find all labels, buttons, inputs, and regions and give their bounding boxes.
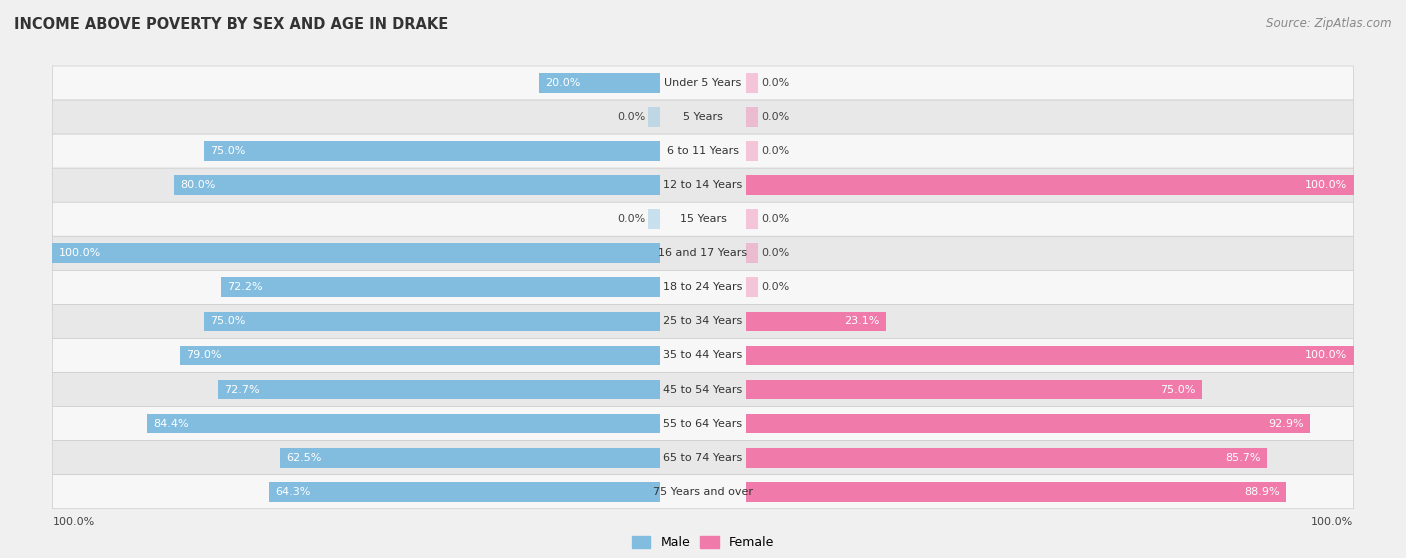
Bar [745, 345, 1354, 365]
Bar [745, 209, 758, 229]
Text: 72.2%: 72.2% [228, 282, 263, 292]
Text: INCOME ABOVE POVERTY BY SEX AND AGE IN DRAKE: INCOME ABOVE POVERTY BY SEX AND AGE IN D… [14, 17, 449, 32]
Text: 15 Years: 15 Years [679, 214, 727, 224]
FancyBboxPatch shape [52, 202, 1354, 236]
Text: 18 to 24 Years: 18 to 24 Years [664, 282, 742, 292]
Text: 0.0%: 0.0% [617, 112, 645, 122]
Bar [204, 311, 661, 331]
Bar [648, 107, 661, 127]
Text: 6 to 11 Years: 6 to 11 Years [666, 146, 740, 156]
Bar [222, 277, 661, 297]
Text: 12 to 14 Years: 12 to 14 Years [664, 180, 742, 190]
FancyBboxPatch shape [52, 236, 1354, 270]
Bar [745, 73, 758, 93]
Text: 62.5%: 62.5% [287, 453, 322, 463]
Bar [745, 141, 758, 161]
Text: 35 to 44 Years: 35 to 44 Years [664, 350, 742, 360]
FancyBboxPatch shape [52, 475, 1354, 509]
Bar [148, 413, 661, 434]
Text: 75.0%: 75.0% [211, 146, 246, 156]
Text: 75.0%: 75.0% [211, 316, 246, 326]
Bar [745, 277, 758, 297]
Bar [52, 243, 661, 263]
Bar [218, 379, 661, 400]
Text: 16 and 17 Years: 16 and 17 Years [658, 248, 748, 258]
Text: 100.0%: 100.0% [52, 517, 94, 527]
Text: 5 Years: 5 Years [683, 112, 723, 122]
FancyBboxPatch shape [52, 373, 1354, 407]
Text: 0.0%: 0.0% [761, 214, 789, 224]
Bar [745, 379, 1202, 400]
FancyBboxPatch shape [52, 134, 1354, 168]
Text: 45 to 54 Years: 45 to 54 Years [664, 384, 742, 395]
Text: 55 to 64 Years: 55 to 64 Years [664, 418, 742, 429]
FancyBboxPatch shape [52, 168, 1354, 202]
Bar [174, 175, 661, 195]
Text: Source: ZipAtlas.com: Source: ZipAtlas.com [1267, 17, 1392, 30]
Bar [648, 209, 661, 229]
Bar [745, 243, 758, 263]
FancyBboxPatch shape [52, 66, 1354, 100]
Text: 79.0%: 79.0% [186, 350, 222, 360]
Text: 100.0%: 100.0% [59, 248, 101, 258]
Text: 85.7%: 85.7% [1225, 453, 1261, 463]
FancyBboxPatch shape [52, 339, 1354, 373]
Bar [745, 311, 886, 331]
Bar [204, 141, 661, 161]
Text: Under 5 Years: Under 5 Years [665, 78, 741, 88]
Text: 20.0%: 20.0% [546, 78, 581, 88]
Bar [745, 448, 1267, 468]
Bar [745, 107, 758, 127]
Bar [745, 175, 1354, 195]
Text: 65 to 74 Years: 65 to 74 Years [664, 453, 742, 463]
Bar [745, 482, 1286, 502]
Text: 0.0%: 0.0% [761, 248, 789, 258]
Text: 100.0%: 100.0% [1305, 350, 1347, 360]
Bar [270, 482, 661, 502]
Text: 80.0%: 80.0% [180, 180, 215, 190]
Text: 0.0%: 0.0% [761, 78, 789, 88]
Text: 64.3%: 64.3% [276, 487, 311, 497]
FancyBboxPatch shape [52, 441, 1354, 475]
Text: 0.0%: 0.0% [761, 282, 789, 292]
Legend: Male, Female: Male, Female [627, 531, 779, 554]
Text: 88.9%: 88.9% [1244, 487, 1279, 497]
Text: 75.0%: 75.0% [1160, 384, 1195, 395]
Text: 0.0%: 0.0% [761, 146, 789, 156]
Text: 23.1%: 23.1% [845, 316, 880, 326]
FancyBboxPatch shape [52, 270, 1354, 305]
Bar [538, 73, 661, 93]
Text: 100.0%: 100.0% [1305, 180, 1347, 190]
Bar [745, 413, 1310, 434]
Text: 25 to 34 Years: 25 to 34 Years [664, 316, 742, 326]
Text: 75 Years and over: 75 Years and over [652, 487, 754, 497]
FancyBboxPatch shape [52, 305, 1354, 339]
FancyBboxPatch shape [52, 407, 1354, 441]
Text: 100.0%: 100.0% [1312, 517, 1354, 527]
Text: 84.4%: 84.4% [153, 418, 188, 429]
Bar [180, 345, 661, 365]
Text: 0.0%: 0.0% [761, 112, 789, 122]
FancyBboxPatch shape [52, 100, 1354, 134]
Bar [280, 448, 661, 468]
Text: 72.7%: 72.7% [225, 384, 260, 395]
Text: 0.0%: 0.0% [617, 214, 645, 224]
Text: 92.9%: 92.9% [1268, 418, 1305, 429]
